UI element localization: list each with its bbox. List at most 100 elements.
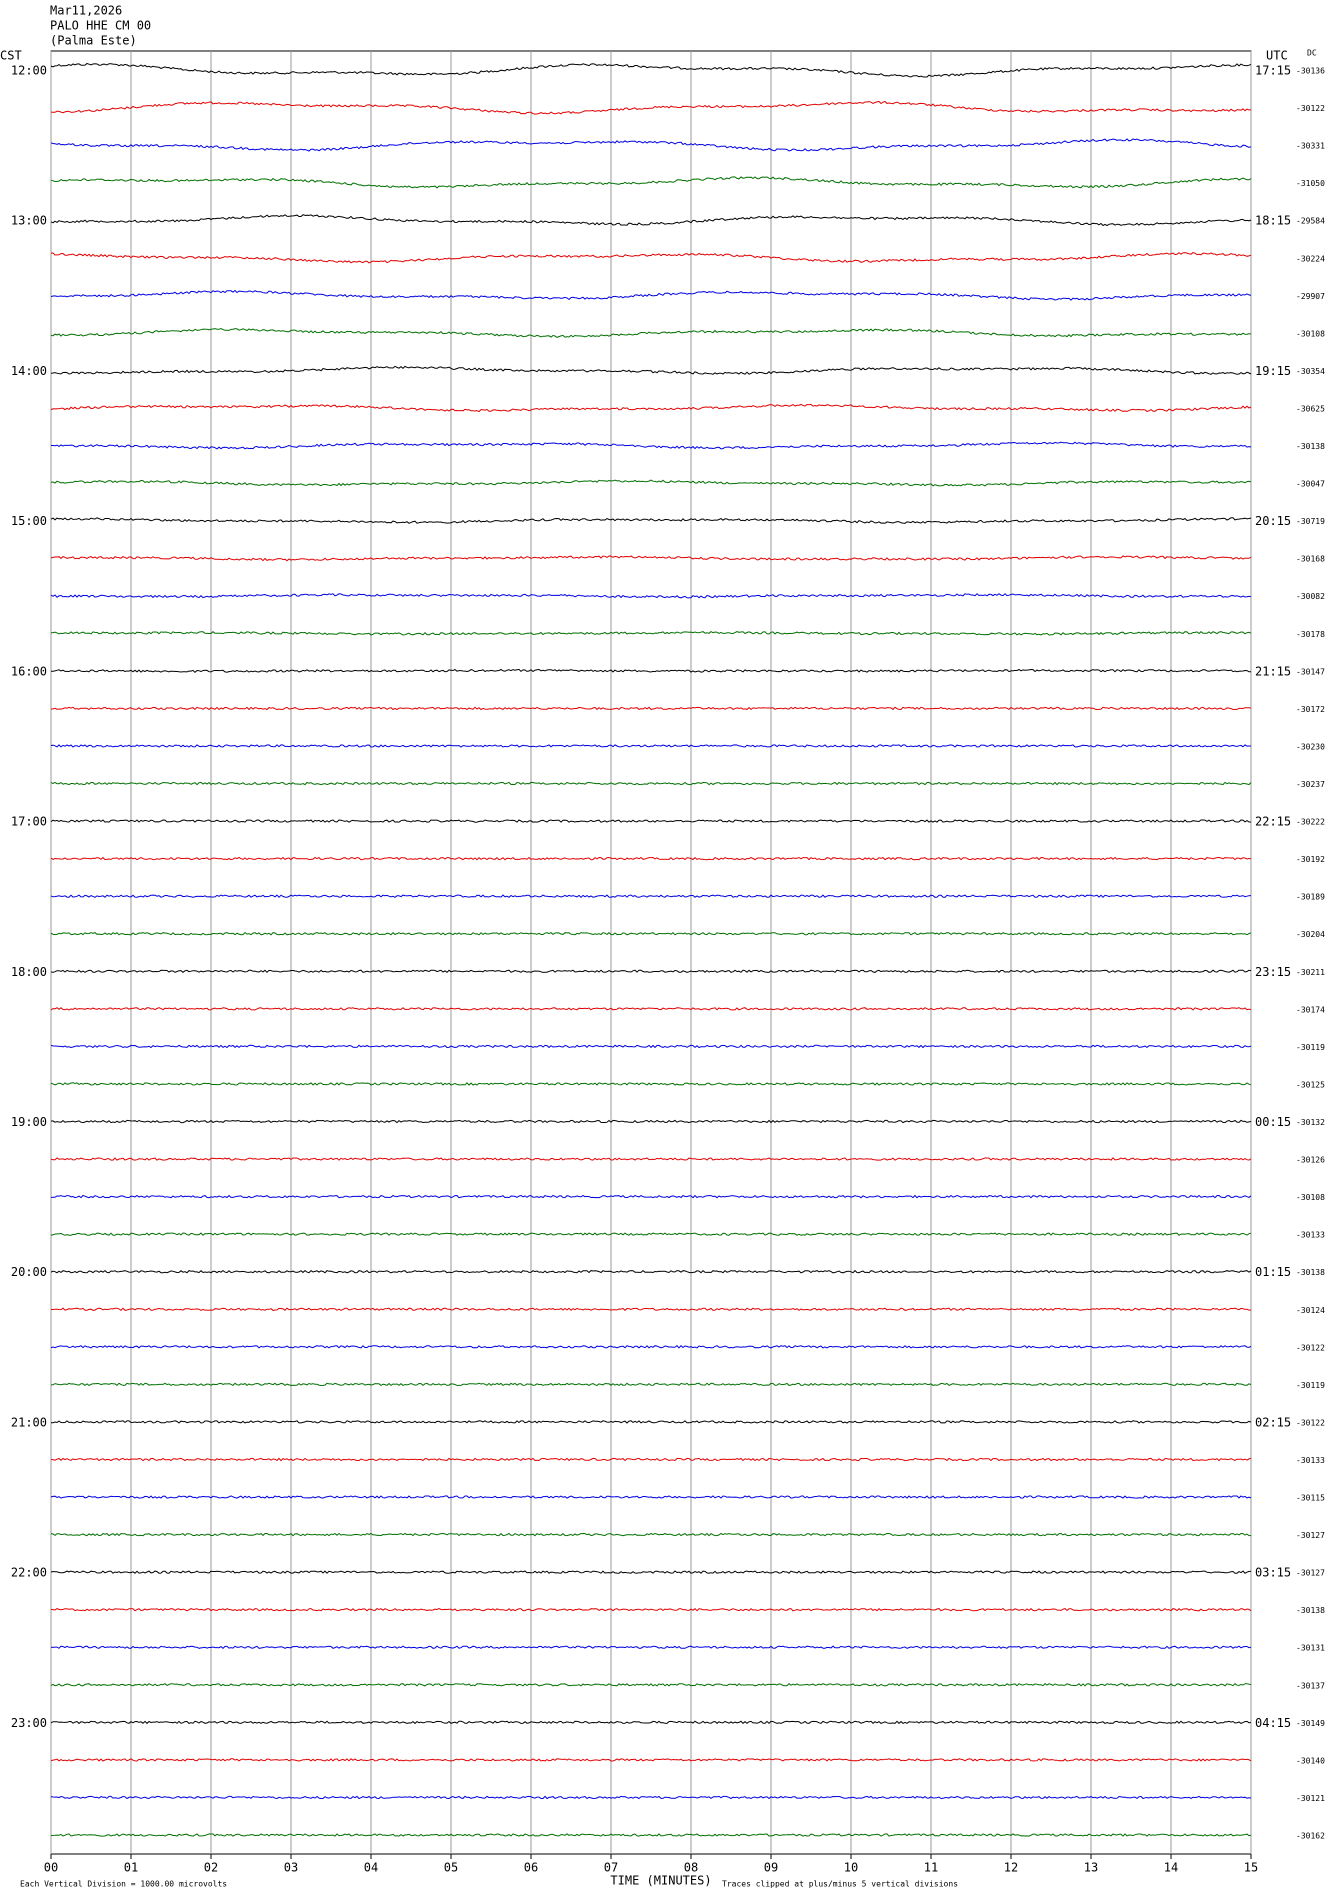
trace xyxy=(50,1157,1252,1161)
x-tick-label: 03 xyxy=(284,1861,298,1875)
trace xyxy=(50,1344,1252,1349)
trace xyxy=(50,214,1252,227)
dc-value: -30625 xyxy=(1296,404,1325,413)
dc-value: -30224 xyxy=(1296,254,1325,263)
trace xyxy=(50,706,1252,711)
trace xyxy=(50,517,1252,524)
dc-label: DC xyxy=(1307,49,1317,58)
dc-value: -30174 xyxy=(1296,1005,1325,1014)
trace xyxy=(51,1307,1252,1312)
hour-label-local: 20:00 xyxy=(11,1265,47,1279)
x-axis-label: TIME (MINUTES) xyxy=(610,1874,711,1888)
trace xyxy=(50,365,1252,375)
hour-label-local: 12:00 xyxy=(11,64,47,78)
dc-value: -30138 xyxy=(1296,1606,1325,1615)
dc-value: -30133 xyxy=(1296,1231,1325,1240)
dc-value: -30137 xyxy=(1296,1681,1325,1690)
date: Mar11,2026 xyxy=(50,4,122,18)
dc-value: -30119 xyxy=(1296,1043,1325,1052)
trace xyxy=(50,1269,1252,1274)
x-tick-label: 10 xyxy=(844,1861,858,1875)
x-tick-label: 05 xyxy=(444,1861,458,1875)
dc-value: -29907 xyxy=(1296,292,1325,301)
trace xyxy=(50,630,1252,636)
x-tick-label: 06 xyxy=(524,1861,538,1875)
plot-frame xyxy=(50,50,1252,1855)
x-tick-label: 00 xyxy=(44,1861,58,1875)
dc-value: -30136 xyxy=(1296,67,1325,76)
trace xyxy=(50,1720,1252,1725)
trace xyxy=(51,441,1252,450)
trace xyxy=(50,289,1252,301)
trace xyxy=(50,1570,1251,1574)
hour-label-utc: 17:15 xyxy=(1255,64,1291,78)
trace xyxy=(50,479,1252,487)
trace xyxy=(50,1758,1252,1762)
x-tick-label: 08 xyxy=(684,1861,698,1875)
dc-value: -30047 xyxy=(1296,480,1325,489)
dc-value: -30178 xyxy=(1296,630,1325,639)
dc-value: -30204 xyxy=(1296,930,1325,939)
dc-value: -30108 xyxy=(1296,329,1325,338)
dc-value: -30122 xyxy=(1296,1418,1325,1427)
trace xyxy=(50,403,1252,413)
hour-label-local: 16:00 xyxy=(11,664,47,678)
trace xyxy=(50,744,1251,748)
hour-label-utc: 01:15 xyxy=(1255,1265,1291,1279)
dc-value: -30126 xyxy=(1296,1156,1325,1165)
dc-value: -30172 xyxy=(1296,705,1325,714)
hour-label-utc: 18:15 xyxy=(1255,214,1291,228)
trace xyxy=(50,1795,1252,1800)
x-tick-label: 07 xyxy=(604,1861,618,1875)
dc-value: -30138 xyxy=(1296,1268,1325,1277)
trace xyxy=(50,856,1252,861)
trace xyxy=(50,1833,1252,1837)
trace xyxy=(50,931,1252,936)
dc-value: -30108 xyxy=(1296,1193,1325,1202)
hour-label-local: 14:00 xyxy=(11,364,47,378)
hour-label-local: 19:00 xyxy=(11,1115,47,1129)
trace xyxy=(50,969,1252,974)
trace xyxy=(50,1495,1252,1499)
dc-value: -30331 xyxy=(1296,142,1325,151)
dc-value: -30115 xyxy=(1296,1494,1325,1503)
dc-value: -30222 xyxy=(1296,818,1325,827)
clip-note: Traces clipped at plus/minus 5 vertical … xyxy=(722,1880,958,1889)
trace xyxy=(51,1457,1252,1462)
x-tick-label: 14 xyxy=(1164,1861,1178,1875)
trace xyxy=(50,138,1252,152)
trace xyxy=(50,100,1252,115)
hour-label-utc: 00:15 xyxy=(1255,1115,1291,1129)
trace xyxy=(50,593,1252,599)
trace xyxy=(50,1382,1252,1387)
hour-label-utc: 20:15 xyxy=(1255,514,1291,528)
trace xyxy=(50,1194,1252,1199)
hour-label-utc: 23:15 xyxy=(1255,965,1291,979)
trace xyxy=(50,555,1252,562)
trace xyxy=(50,252,1252,264)
dc-value: -30168 xyxy=(1296,555,1325,564)
x-tick-label: 13 xyxy=(1084,1861,1098,1875)
hour-label-utc: 04:15 xyxy=(1255,1716,1291,1730)
dc-value: -30162 xyxy=(1296,1832,1325,1841)
hour-label-utc: 22:15 xyxy=(1255,815,1291,829)
trace xyxy=(50,1683,1252,1687)
x-tick-label: 11 xyxy=(924,1861,938,1875)
x-tick-label: 15 xyxy=(1244,1861,1258,1875)
hour-label-utc: 03:15 xyxy=(1255,1566,1291,1580)
dc-value: -30354 xyxy=(1296,367,1325,376)
trace xyxy=(50,1232,1252,1236)
dc-value: -30124 xyxy=(1296,1306,1325,1315)
trace xyxy=(50,1044,1252,1049)
dc-value: -30122 xyxy=(1296,1343,1325,1352)
hour-label-local: 15:00 xyxy=(11,514,47,528)
trace xyxy=(50,1007,1252,1011)
dc-value: -30189 xyxy=(1296,893,1325,902)
x-tick-label: 09 xyxy=(764,1861,778,1875)
x-tick-label: 02 xyxy=(204,1861,218,1875)
scale-note: Each Vertical Division = 1000.00 microvo… xyxy=(20,1880,227,1889)
trace xyxy=(50,1082,1252,1086)
trace xyxy=(50,1532,1252,1537)
dc-value: -30132 xyxy=(1296,1118,1325,1127)
